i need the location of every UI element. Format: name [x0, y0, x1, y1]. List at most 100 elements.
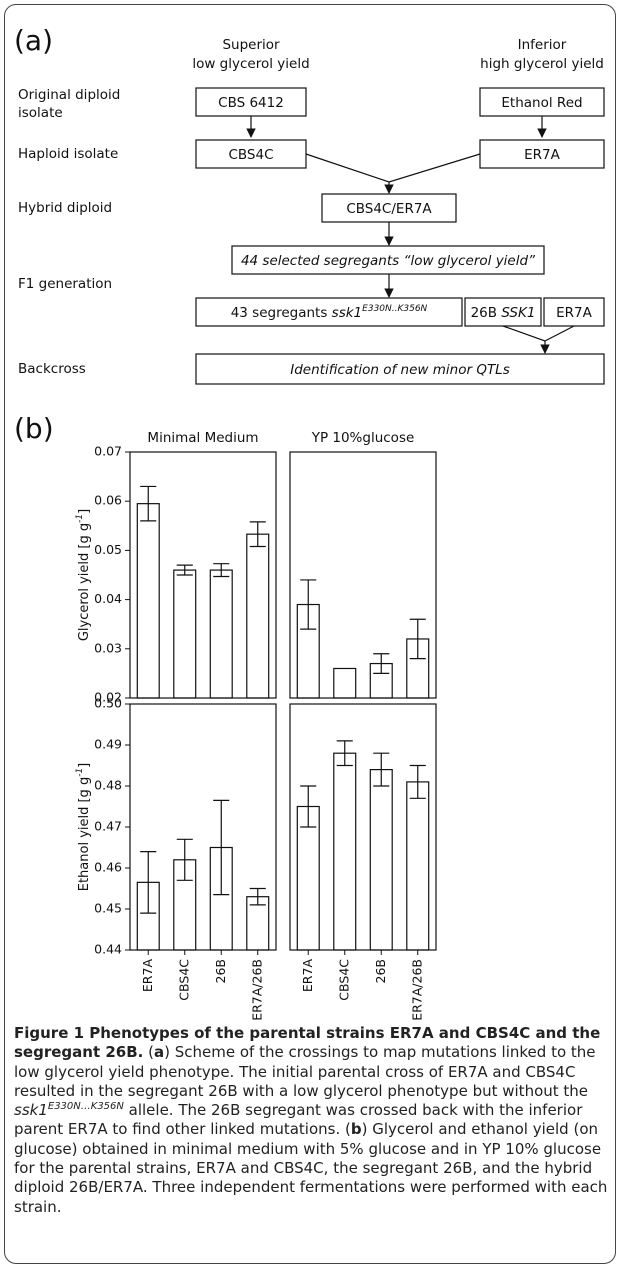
box-label: Ethanol Red	[501, 95, 582, 111]
plot-frame	[289, 451, 437, 699]
column-header: Inferior	[518, 37, 567, 53]
text-run: ]	[77, 509, 92, 514]
box	[321, 193, 457, 223]
bar	[333, 752, 357, 951]
box	[195, 87, 307, 117]
text-run: 26B	[471, 305, 502, 321]
error-bar	[336, 740, 353, 767]
x-tick-label: ER7A	[300, 959, 315, 993]
chart-title: YP 10%glucose	[311, 430, 415, 446]
box-label: ER7A	[556, 305, 592, 321]
x-tick-label: ER7A	[140, 959, 155, 993]
x-tick-label: CBS4C	[176, 959, 191, 1001]
caption-run: ) Glycerol and ethanol yield (on glucose…	[14, 1120, 608, 1216]
y-tick-label: 0.04	[94, 591, 122, 606]
error-bar-stroke	[300, 785, 317, 828]
error-bar-stroke	[213, 563, 230, 578]
merge-line	[305, 153, 481, 183]
error-bar	[140, 851, 157, 914]
bar	[369, 768, 393, 951]
x-tick-label: 26B	[213, 959, 228, 983]
error-bar	[213, 799, 230, 896]
error-bar	[176, 564, 193, 576]
box	[231, 245, 545, 275]
y-tick-label: 0.50	[94, 696, 122, 711]
x-tick-label: ER7A/26B	[249, 959, 264, 1020]
text-run: Identification of new minor QTLs	[290, 362, 510, 378]
y-tick-label: 0.45	[94, 901, 122, 916]
box-label: 44 selected segregants “low glycerol yie…	[241, 253, 536, 269]
y-axis-label: Glycerol yield [g g-1]	[75, 509, 92, 641]
error-bar	[300, 785, 317, 828]
panel-label: (b)	[14, 412, 54, 445]
text-run: ]	[77, 763, 92, 768]
text-run: Ethanol yield [g g	[77, 777, 92, 891]
text-run: E330N..K356N	[362, 304, 427, 314]
error-bar	[409, 764, 426, 799]
caption-run: ) Scheme of the crossings to map mutatio…	[14, 1043, 596, 1100]
y-tick-label: 0.49	[94, 737, 122, 752]
error-bar-stroke	[213, 799, 230, 896]
box	[195, 297, 463, 327]
caption-run: allele. The 26B segregant was crossed ba…	[14, 1101, 583, 1139]
box-label: 43 segregants ssk1E330N..K356N	[231, 304, 428, 322]
caption-run: E330N…K356N	[47, 1101, 124, 1113]
box	[479, 139, 605, 169]
row-label: Haploid isolate	[18, 146, 118, 162]
error-bar-stroke	[249, 887, 266, 906]
row-label: Hybrid diploid	[18, 200, 112, 216]
error-bar	[213, 563, 230, 578]
y-tick-label: 0.03	[94, 640, 122, 655]
bar	[333, 667, 357, 699]
y-tick-label: 0.46	[94, 860, 122, 875]
y-tick-label: 0.48	[94, 778, 122, 793]
caption-run: ssk1	[14, 1101, 48, 1120]
x-tick-label: ER7A/26B	[409, 959, 424, 1020]
box	[464, 297, 542, 327]
caption-run: a	[153, 1043, 165, 1062]
y-axis-label: Ethanol yield [g g-1]	[75, 763, 92, 892]
y-tick-label: 0.05	[94, 542, 122, 557]
box-label: CBS 6412	[218, 95, 284, 111]
chart-title: Minimal Medium	[147, 430, 258, 446]
text-run: 44 selected segregants “low glycerol yie…	[241, 253, 536, 269]
error-bar	[373, 653, 390, 674]
bar	[136, 503, 160, 699]
caption-run: b	[350, 1120, 362, 1139]
text-run: 43 segregants	[231, 305, 332, 321]
bar	[296, 805, 320, 951]
bar	[173, 569, 197, 699]
box	[195, 353, 605, 385]
box	[479, 87, 605, 117]
error-bar-stroke	[300, 579, 317, 630]
connectors	[246, 116, 575, 354]
bar	[246, 533, 270, 699]
text-run: -1	[75, 514, 85, 523]
box-label: 26B SSK1	[471, 305, 536, 321]
box-label: Identification of new minor QTLs	[290, 362, 510, 378]
error-bar-stroke	[140, 851, 157, 914]
y-tick-label: 0.47	[94, 819, 122, 834]
box-label: ER7A	[524, 147, 560, 163]
box-label: CBS4C/ER7A	[346, 201, 432, 217]
error-bar-stroke	[336, 740, 353, 767]
plot-frame	[289, 703, 437, 951]
row-label: isolate	[18, 105, 63, 121]
caption-run: (	[143, 1043, 154, 1062]
box	[543, 297, 605, 327]
row-label: Backcross	[18, 361, 86, 377]
column-header: low glycerol yield	[192, 56, 309, 72]
figure-border	[4, 4, 616, 1264]
panel-label: (a)	[14, 24, 53, 57]
row-label: Original diploid	[18, 87, 120, 103]
error-bar	[176, 838, 193, 881]
error-bar-stroke	[140, 485, 157, 522]
plot-frame	[129, 703, 277, 951]
text-run: -1	[75, 768, 85, 777]
error-bar	[300, 579, 317, 630]
merge-line	[502, 325, 575, 342]
column-header: Superior	[222, 37, 280, 53]
plot-frame	[129, 451, 277, 699]
error-bar	[373, 752, 390, 787]
